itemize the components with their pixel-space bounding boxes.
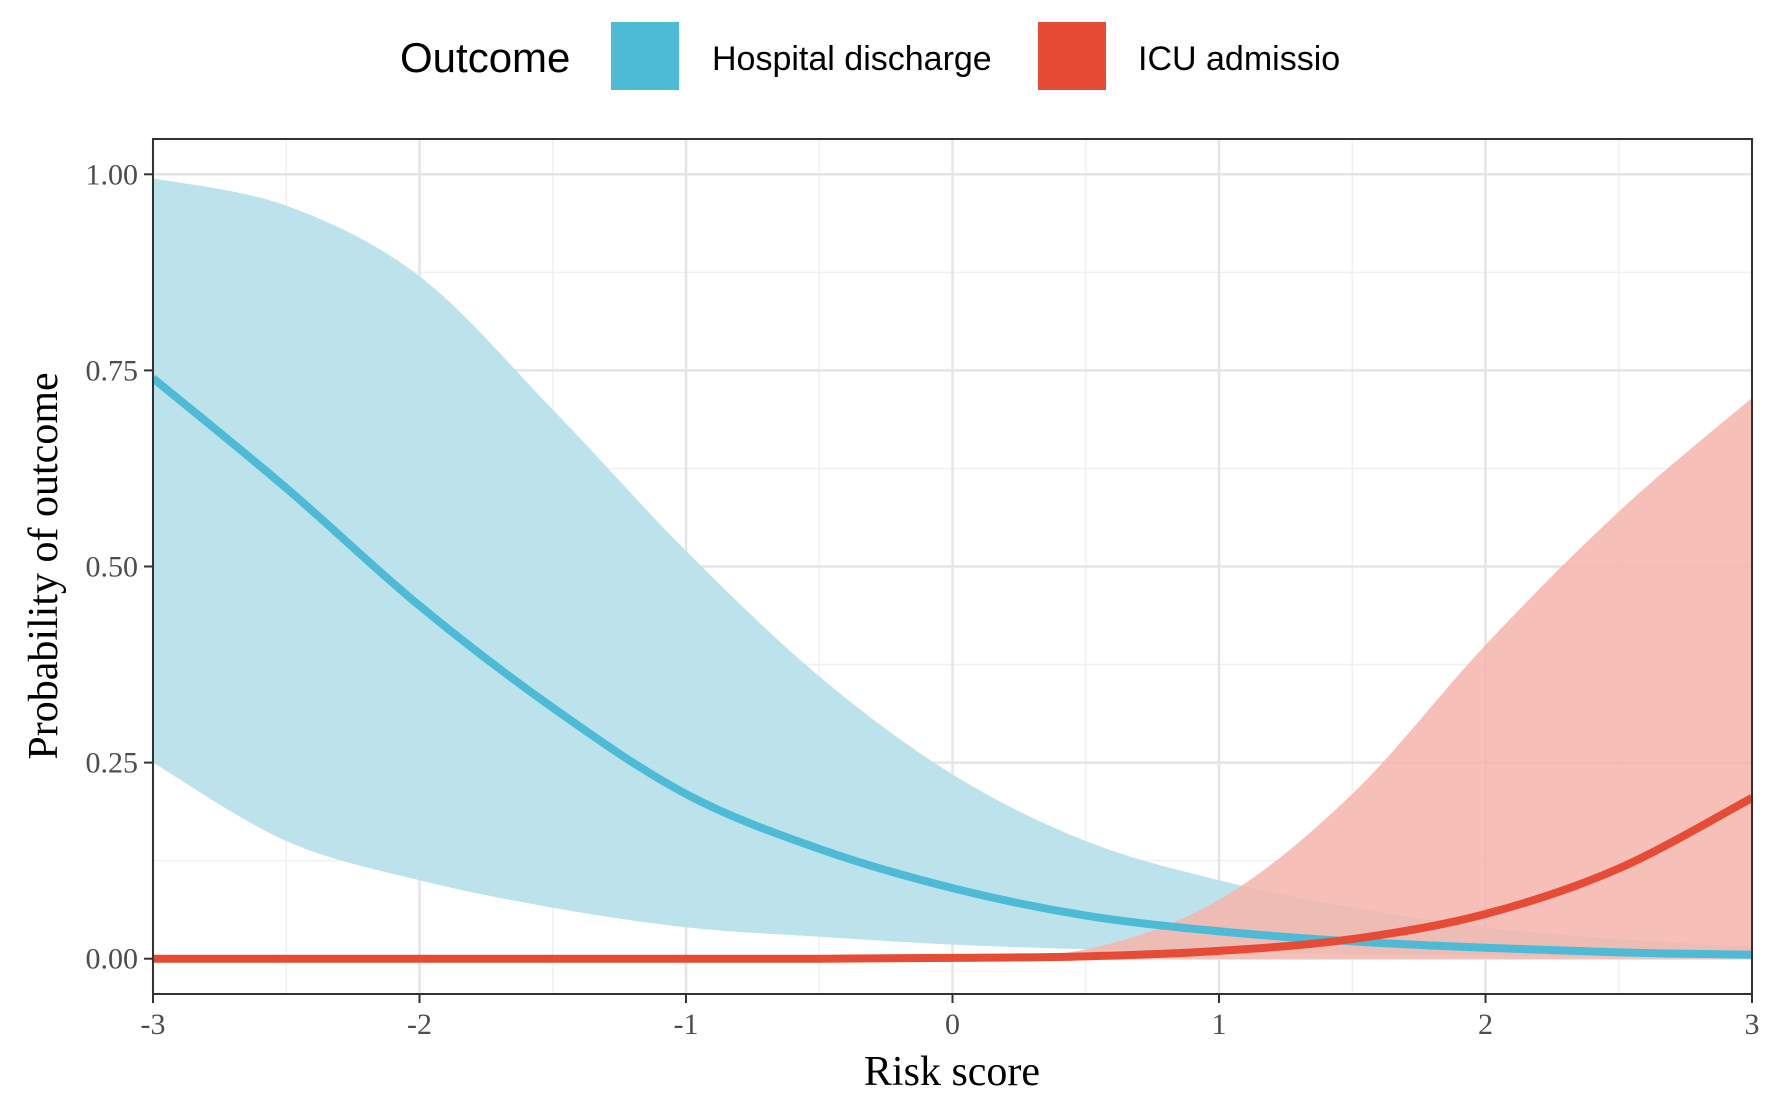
x-tick-label: -2: [407, 1008, 432, 1041]
y-axis-title: Probability of outcome: [21, 372, 67, 759]
x-tick-label: 3: [1745, 1008, 1760, 1041]
y-axis: 0.00 0.25 0.50 0.75 1.00: [86, 158, 153, 976]
x-tick-label: 2: [1478, 1008, 1493, 1041]
lines: [153, 375, 1752, 963]
ribbons: [153, 178, 1752, 959]
x-axis: -3 -2 -1 0 1 2 3: [141, 994, 1760, 1041]
x-tick-label: 1: [1212, 1008, 1227, 1041]
y-tick-label: 0.25: [86, 747, 139, 780]
x-tick-label: -3: [141, 1008, 166, 1041]
legend: Outcome Hospital discharge ICU admissio: [400, 22, 1340, 90]
legend-key-icu-admission: [1038, 22, 1106, 90]
y-tick-label: 0.75: [86, 354, 139, 387]
x-tick-label: -1: [674, 1008, 699, 1041]
legend-title: Outcome: [400, 34, 570, 81]
x-tick-label: 0: [945, 1008, 960, 1041]
x-axis-title: Risk score: [864, 1049, 1040, 1095]
y-tick-label: 1.00: [86, 158, 139, 191]
line-hospital-discharge: [153, 375, 1752, 959]
y-tick-label: 0.50: [86, 551, 139, 584]
legend-label-icu-admission: ICU admissio: [1138, 40, 1340, 78]
legend-label-hospital-discharge: Hospital discharge: [712, 40, 992, 78]
ribbon-icu-admissio: [153, 397, 1752, 959]
legend-key-hospital-discharge: [611, 22, 679, 90]
line-icu-admissio: [153, 794, 1752, 963]
y-tick-label: 0.00: [86, 943, 139, 976]
ribbon-hospital-discharge: [153, 178, 1752, 958]
